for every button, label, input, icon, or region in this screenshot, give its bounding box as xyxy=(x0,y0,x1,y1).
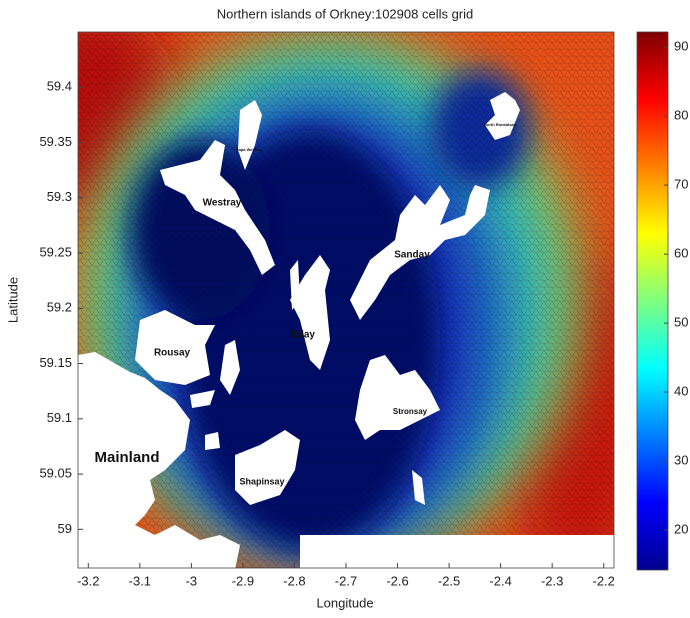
field xyxy=(0,0,660,590)
y-tick-label: 59.1 xyxy=(47,410,72,425)
colorbar-tick-label: 70 xyxy=(674,177,688,192)
island-label: Rousay xyxy=(154,348,191,359)
colorbar-tick-label: 60 xyxy=(674,246,688,261)
colorbar-tick-label: 80 xyxy=(674,108,688,123)
x-tick-label: -2.6 xyxy=(386,573,408,588)
x-tick-label: -2.7 xyxy=(335,573,357,588)
y-tick-label: 59.2 xyxy=(47,300,72,315)
y-tick-label: 59 xyxy=(58,521,72,536)
island-label: North Ronaldsay xyxy=(484,122,517,127)
chart: Northern islands of Orkney:102908 cells … xyxy=(0,0,690,613)
island-label: Papa Westray xyxy=(236,147,263,152)
colorbar-tick-label: 90 xyxy=(674,39,688,54)
x-tick-label: -3.2 xyxy=(77,573,99,588)
island-label: Mainland xyxy=(94,449,159,466)
colorbar-tick-label: 50 xyxy=(674,315,688,330)
island-label: Eday xyxy=(291,330,315,341)
y-axis-label: Latitude xyxy=(5,277,20,323)
y-tick-label: 59.4 xyxy=(47,79,72,94)
y-tick-label: 59.3 xyxy=(47,189,72,204)
y-tick-label: 59.15 xyxy=(39,355,72,370)
x-tick-label: -2.2 xyxy=(592,573,614,588)
x-tick-label: -3.1 xyxy=(129,573,151,588)
chart-title: Northern islands of Orkney:102908 cells … xyxy=(217,6,474,21)
colorbar-tick-label: 20 xyxy=(674,521,688,536)
x-axis-label: Longitude xyxy=(316,595,373,610)
island-label: Sanday xyxy=(394,250,430,261)
x-tick-label: -2.3 xyxy=(541,573,563,588)
x-tick-label: -2.8 xyxy=(283,573,305,588)
x-tick-label: -2.4 xyxy=(489,573,511,588)
colorbar xyxy=(637,32,668,570)
x-tick-label: -2.5 xyxy=(438,573,460,588)
island-label: Shapinsay xyxy=(239,476,284,486)
y-tick-label: 59.25 xyxy=(39,244,72,259)
island-label: Westray xyxy=(203,198,242,209)
x-tick-label: -2.9 xyxy=(232,573,254,588)
y-tick-label: 59.35 xyxy=(39,134,72,149)
x-tick-label: -3 xyxy=(186,573,198,588)
colorbar-tick-label: 40 xyxy=(674,383,688,398)
colorbar-tick-label: 30 xyxy=(674,452,688,467)
y-tick-label: 59.05 xyxy=(39,465,72,480)
island-label: Stronsay xyxy=(393,407,428,416)
